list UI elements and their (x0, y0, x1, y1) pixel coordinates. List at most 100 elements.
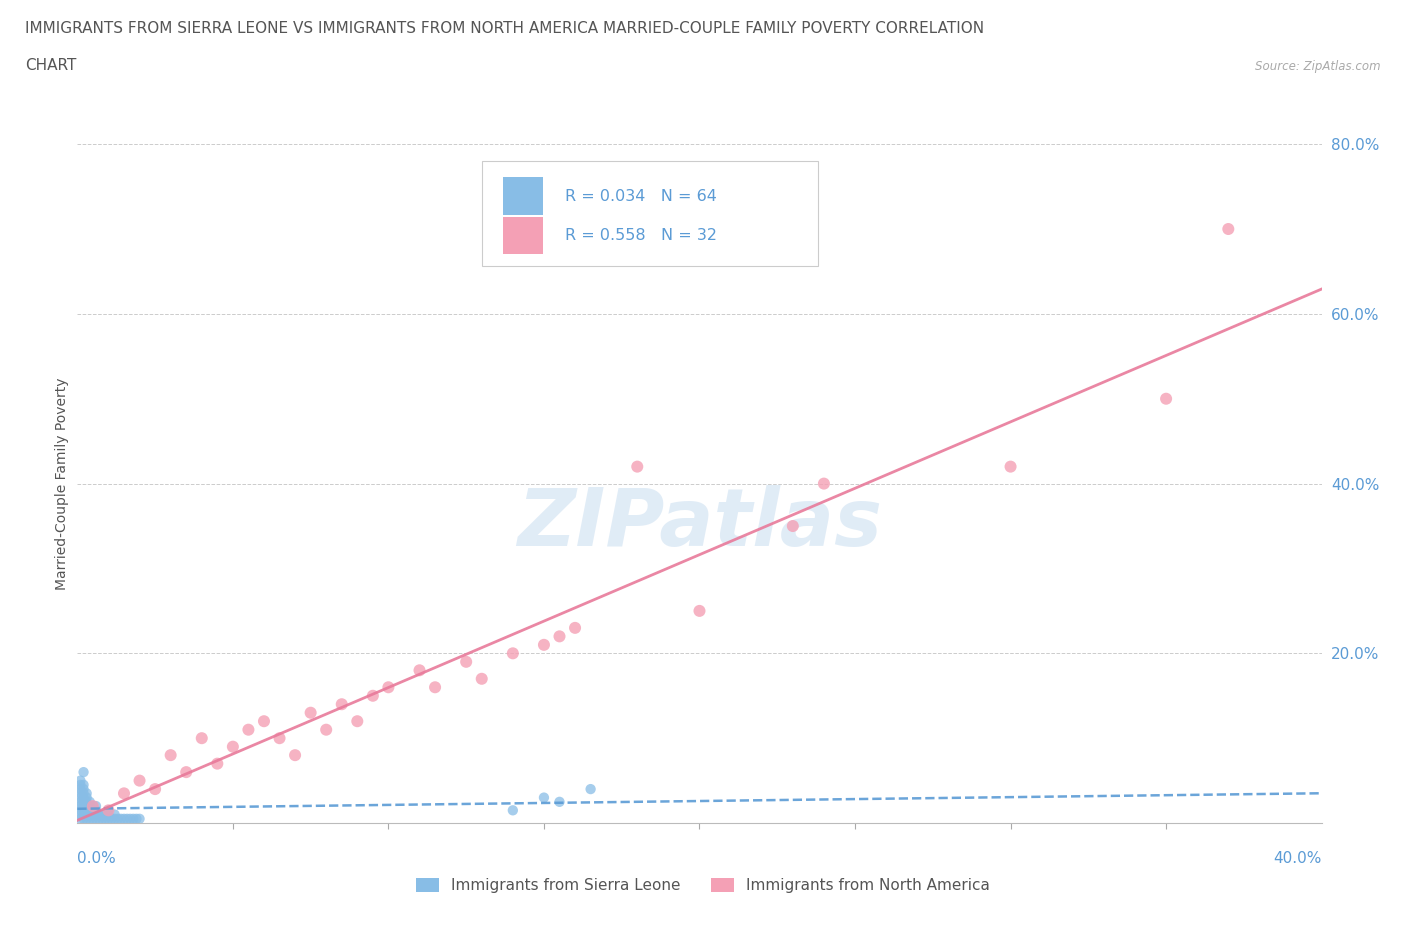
Point (579, 781, 602, 796)
Point (128, 773, 150, 788)
Point (689, 604, 711, 618)
Point (82, 799, 104, 814)
Point (207, 756, 229, 771)
Point (782, 519, 804, 534)
Y-axis label: Married-Couple Family Poverty: Married-Couple Family Poverty (55, 378, 69, 590)
Text: R = 0.034   N = 64: R = 0.034 N = 64 (565, 189, 717, 204)
Point (112, 811, 135, 826)
Point (315, 723, 337, 737)
Point (69, 807, 91, 822)
Text: Source: ZipAtlas.com: Source: ZipAtlas.com (1256, 60, 1381, 73)
Point (107, 811, 129, 826)
Point (346, 714, 368, 729)
Point (84, 803, 107, 817)
Point (72, 799, 94, 814)
Point (191, 731, 214, 746)
Point (69, 777, 91, 792)
Point (76, 799, 98, 814)
Point (76, 803, 98, 817)
Point (533, 790, 555, 805)
Legend: Immigrants from Sierra Leone, Immigrants from North America: Immigrants from Sierra Leone, Immigrants… (409, 871, 997, 899)
Point (69, 790, 91, 805)
Point (79, 811, 101, 826)
Point (222, 739, 245, 754)
Point (69, 773, 91, 788)
Point (69, 799, 91, 814)
Point (533, 637, 555, 652)
Point (122, 811, 145, 826)
Point (456, 655, 478, 670)
Point (94, 807, 117, 822)
Point (69, 811, 91, 826)
Point (79, 803, 101, 817)
Point (84, 811, 107, 826)
Point (143, 781, 166, 796)
Point (813, 476, 835, 491)
Point (502, 803, 524, 817)
Point (115, 811, 138, 826)
Point (104, 811, 127, 826)
Point (284, 748, 307, 763)
Point (72, 803, 94, 817)
Text: IMMIGRANTS FROM SIERRA LEONE VS IMMIGRANTS FROM NORTH AMERICA MARRIED-COUPLE FAM: IMMIGRANTS FROM SIERRA LEONE VS IMMIGRAN… (25, 20, 984, 35)
Point (361, 688, 384, 703)
Point (69, 786, 91, 801)
Point (564, 620, 586, 635)
Point (100, 811, 122, 826)
Point (159, 748, 181, 763)
Point (1154, 392, 1177, 406)
Point (76, 811, 98, 826)
Point (79, 807, 101, 822)
FancyBboxPatch shape (503, 178, 543, 215)
Point (104, 807, 127, 822)
Point (72, 807, 94, 822)
Point (69, 781, 91, 796)
Point (72, 811, 94, 826)
FancyBboxPatch shape (482, 161, 818, 266)
Point (84, 807, 107, 822)
Point (82, 803, 104, 817)
Point (82, 811, 104, 826)
Point (253, 714, 276, 729)
Point (72, 777, 94, 792)
Point (69, 794, 91, 809)
Point (299, 705, 322, 720)
Point (97, 811, 120, 826)
Point (110, 811, 132, 826)
Point (548, 629, 571, 644)
Point (87, 807, 110, 822)
Point (82, 799, 104, 814)
Point (1000, 459, 1022, 474)
Point (97, 807, 120, 822)
Point (112, 786, 135, 801)
Point (79, 794, 101, 809)
Point (238, 723, 260, 737)
Point (1218, 221, 1240, 236)
Point (79, 799, 101, 814)
Point (330, 697, 353, 711)
Text: CHART: CHART (25, 58, 77, 73)
Point (502, 645, 524, 660)
Point (72, 786, 94, 801)
Point (408, 663, 430, 678)
Point (72, 764, 94, 779)
Point (76, 790, 98, 805)
Point (125, 811, 148, 826)
Point (97, 803, 120, 817)
Point (72, 781, 94, 796)
Point (269, 731, 291, 746)
Point (82, 807, 104, 822)
Point (76, 786, 98, 801)
Text: R = 0.558   N = 32: R = 0.558 N = 32 (565, 228, 717, 243)
Point (377, 680, 399, 695)
Point (94, 811, 117, 826)
Point (174, 764, 197, 779)
Point (128, 811, 150, 826)
Point (69, 803, 91, 817)
Point (76, 794, 98, 809)
FancyBboxPatch shape (503, 217, 543, 254)
Point (471, 671, 494, 686)
Point (97, 803, 120, 817)
Text: 0.0%: 0.0% (77, 851, 117, 866)
Point (87, 811, 110, 826)
